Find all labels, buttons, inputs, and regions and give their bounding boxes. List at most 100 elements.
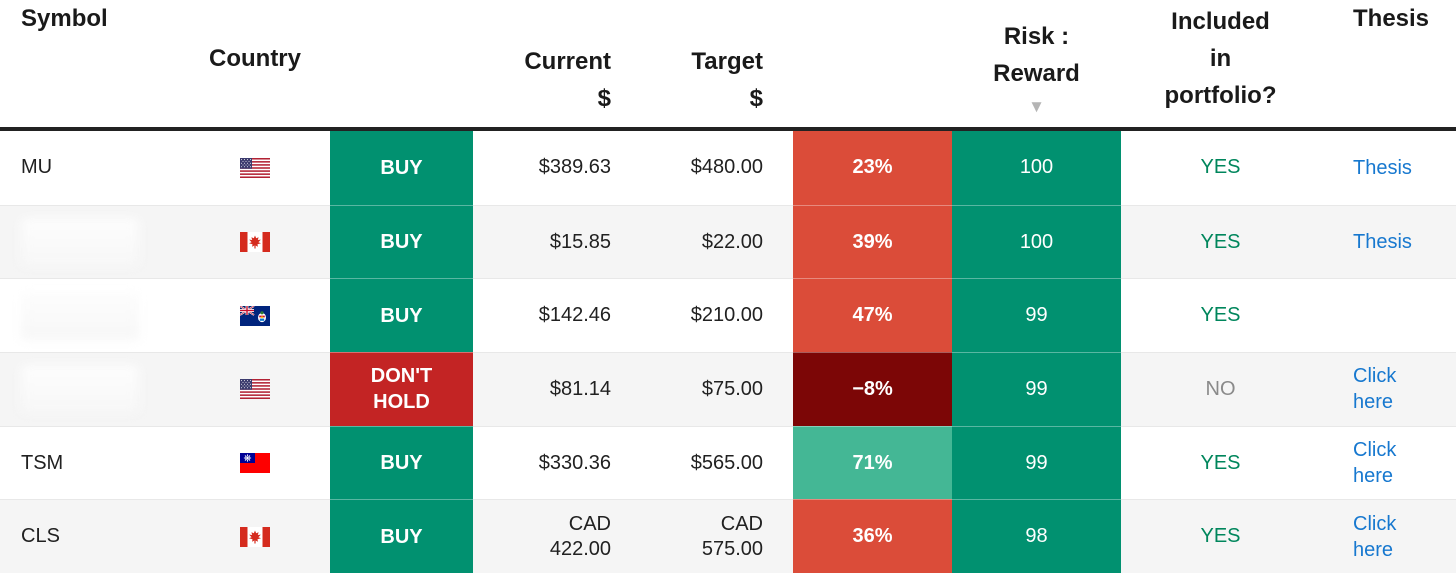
- thesis-cell: Click here: [1320, 352, 1456, 426]
- upside-cell: 23%: [793, 131, 952, 205]
- country-cell: [180, 278, 330, 352]
- included-cell: YES: [1121, 131, 1320, 205]
- canada-flag-icon: [240, 232, 270, 252]
- included-status: YES: [1200, 304, 1241, 327]
- header-risk-reward-label: Risk : Reward: [993, 23, 1080, 87]
- current-price-cell: CAD 422.00: [473, 499, 633, 573]
- header-included-label: Included in portfolio?: [1164, 8, 1277, 109]
- redacted-symbol: [21, 365, 139, 414]
- header-risk-reward[interactable]: Risk : Reward ▼: [952, 0, 1121, 127]
- header-upside[interactable]: Upside %: [793, 0, 952, 127]
- cayman-islands-flag-icon: [240, 305, 270, 326]
- risk-reward-cell: 100: [952, 131, 1121, 205]
- taiwan-flag-icon: [240, 453, 270, 474]
- table-header: Symbol Country Reco. Current $ Target $ …: [0, 0, 1456, 131]
- current-price-cell: $389.63: [538, 156, 611, 179]
- recommendation-cell: BUY: [330, 425, 473, 500]
- target-price-cell: $22.00: [633, 204, 793, 279]
- country-cell: [180, 352, 330, 426]
- included-cell: YES: [1121, 425, 1320, 500]
- symbol-cell: MU: [0, 131, 180, 205]
- thesis-link[interactable]: Click here: [1353, 365, 1397, 414]
- current-price-cell: $330.36: [473, 425, 633, 500]
- risk-reward-cell: 99: [952, 425, 1121, 500]
- included-cell: YES: [1121, 499, 1320, 573]
- current-price-cell: $15.85: [473, 204, 633, 279]
- target-price-cell: $75.00: [633, 352, 793, 426]
- header-current-price[interactable]: Current $: [473, 0, 633, 127]
- upside-cell: 71%: [793, 425, 952, 500]
- included-status: NO: [1205, 377, 1236, 400]
- table-row: DON'T HOLD $81.14 $75.00 −8% 99 NO Click…: [0, 352, 1456, 426]
- included-cell: YES: [1121, 278, 1320, 352]
- recommendation-text: BUY: [380, 156, 423, 179]
- header-reco[interactable]: Reco.: [330, 0, 473, 127]
- header-country[interactable]: Country: [180, 0, 330, 127]
- recommendation-cell: BUY: [330, 499, 473, 573]
- thesis-cell: [1320, 278, 1456, 352]
- target-price-cell: $480.00: [690, 156, 763, 179]
- header-symbol[interactable]: Symbol: [0, 0, 180, 127]
- header-symbol-label: Symbol: [21, 5, 108, 32]
- included-status: YES: [1200, 156, 1241, 179]
- header-target-price[interactable]: Target $: [633, 0, 793, 127]
- target-price-cell: $210.00: [633, 278, 793, 352]
- recommendation-cell: BUY: [330, 131, 473, 205]
- recommendation-cell: BUY: [330, 204, 473, 279]
- symbol-cell: [0, 278, 180, 352]
- symbol-cell: TSM: [0, 425, 180, 500]
- current-price-cell: $81.14: [473, 352, 633, 426]
- included-status: YES: [1200, 451, 1241, 474]
- country-cell: [180, 499, 330, 573]
- recommendation-text: BUY: [380, 304, 423, 327]
- upside-cell: 39%: [793, 204, 952, 279]
- thesis-link[interactable]: Click here: [1353, 512, 1397, 561]
- thesis-cell: Thesis: [1320, 204, 1456, 279]
- header-thesis-label: Thesis: [1353, 5, 1430, 32]
- thesis-link[interactable]: Thesis: [1353, 231, 1412, 253]
- thesis-link[interactable]: Thesis: [1353, 156, 1412, 179]
- recommendation-cell: DON'T HOLD: [330, 352, 473, 426]
- symbol-cell: [0, 352, 180, 426]
- thesis-cell: Click here: [1320, 425, 1456, 500]
- recommendation-text: BUY: [380, 231, 423, 253]
- upside-cell: 36%: [793, 499, 952, 573]
- table-row: TSM BUY $330.36 $565.00 71% 99 YES Click…: [0, 425, 1456, 500]
- risk-reward-cell: 99: [952, 278, 1121, 353]
- recommendation-text: DON'T HOLD: [370, 365, 433, 414]
- risk-reward-cell: 100: [952, 204, 1121, 279]
- symbol-cell: [0, 204, 180, 279]
- table-row: BUY $15.85 $22.00 39% 100 YES Thesis: [0, 204, 1456, 279]
- symbol-text: MU: [21, 156, 53, 179]
- us-flag-icon: [240, 379, 270, 400]
- thesis-link[interactable]: Click here: [1353, 439, 1397, 488]
- header-target-label: Target $: [691, 48, 763, 112]
- included-cell: NO: [1121, 352, 1320, 426]
- included-cell: YES: [1121, 204, 1320, 279]
- table-row: CLS BUY CAD 422.00 CAD 575.00 36% 98 YES…: [0, 499, 1456, 573]
- included-status: YES: [1200, 525, 1241, 548]
- recommendation-text: BUY: [380, 452, 423, 475]
- thesis-cell: Click here: [1320, 499, 1456, 573]
- table-row: MU BUY $389.63 $480.00 23% 100 YES Thesi…: [0, 131, 1456, 205]
- header-upside-label: Upside %: [832, 26, 913, 91]
- symbol-cell: CLS: [0, 499, 180, 573]
- recommendation-cell: BUY: [330, 278, 473, 353]
- header-reco-label: Reco.: [368, 49, 435, 77]
- header-thesis[interactable]: Thesis: [1320, 0, 1456, 127]
- sort-desc-icon[interactable]: ▼: [1028, 97, 1045, 116]
- upside-cell: 47%: [793, 278, 952, 353]
- redacted-symbol: [21, 291, 139, 340]
- redacted-symbol: [21, 218, 139, 266]
- thesis-cell: Thesis: [1320, 131, 1456, 205]
- us-flag-icon: [240, 157, 270, 178]
- header-included[interactable]: Included in portfolio?: [1121, 0, 1320, 127]
- symbol-text: CLS: [21, 525, 60, 548]
- country-cell: [180, 204, 330, 279]
- table-row: BUY $142.46 $210.00 47% 99 YES: [0, 278, 1456, 353]
- header-current-label: Current $: [524, 48, 611, 112]
- recommendation-text: BUY: [380, 525, 423, 548]
- symbol-text: TSM: [21, 451, 64, 474]
- upside-cell: −8%: [793, 352, 952, 426]
